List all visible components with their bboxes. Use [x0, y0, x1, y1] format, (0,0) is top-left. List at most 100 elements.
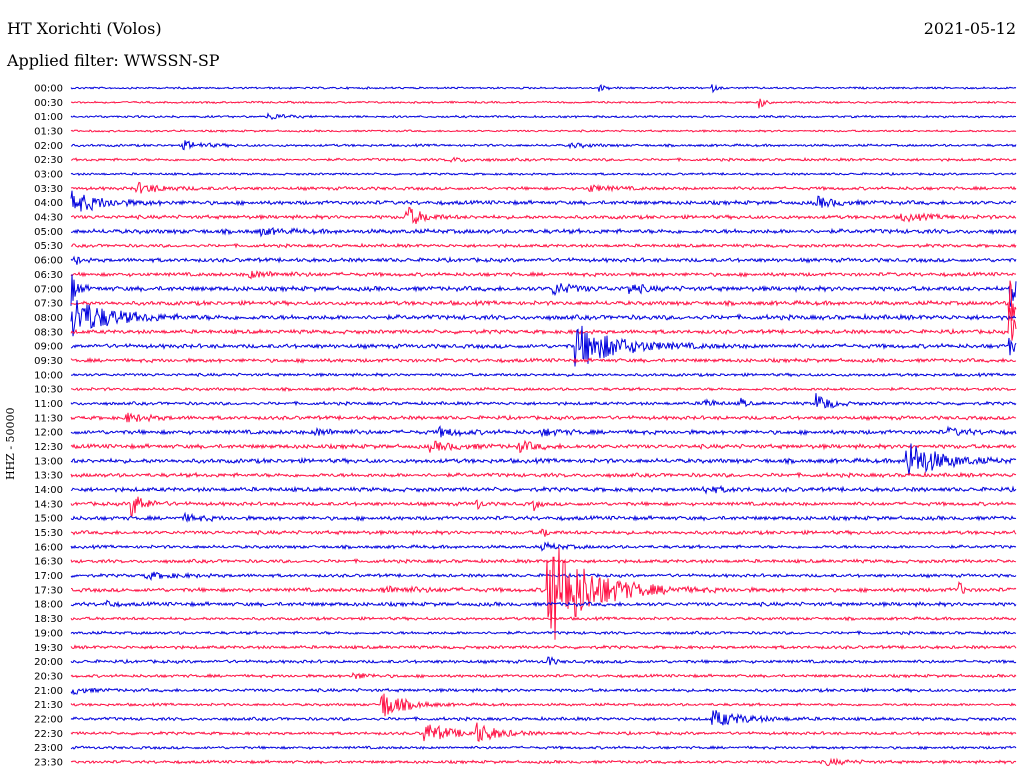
tick-label-1430: 14:30: [34, 499, 63, 510]
tick-label-0600: 06:00: [34, 256, 63, 267]
tick-label-0800: 08:00: [34, 313, 63, 324]
trace-row-2000: [70, 656, 1017, 666]
filter-label: Applied filter: WWSSN-SP: [7, 51, 220, 70]
tick-label-0630: 06:30: [34, 270, 63, 281]
trace-row-1700: [70, 571, 1017, 581]
tick-label-0330: 03:30: [34, 184, 63, 195]
trace-row-1030: [70, 386, 1017, 393]
station-title: HT Xorichti (Volos): [7, 19, 162, 38]
tick-label-1230: 12:30: [34, 442, 63, 453]
tick-label-1800: 18:00: [34, 600, 63, 611]
trace-row-0600: [70, 255, 1017, 265]
trace-row-1830: [70, 615, 1017, 622]
trace-row-0430: [71, 206, 1017, 224]
tick-label-0430: 04:30: [34, 213, 63, 224]
trace-row-1500: [70, 511, 1017, 523]
tick-label-0900: 09:00: [34, 342, 63, 353]
tick-label-0700: 07:00: [34, 284, 63, 295]
trace-row-2100: [70, 687, 1017, 696]
trace-row-1230: [70, 439, 1017, 454]
tick-label-2030: 20:30: [34, 671, 63, 682]
trace-row-1930: [70, 644, 1017, 651]
trace-row-0900: [70, 325, 1017, 367]
tick-label-1330: 13:30: [34, 471, 63, 482]
trace-row-2200: [70, 710, 1017, 726]
trace-row-1800: [70, 599, 1017, 608]
trace-row-1300: [70, 443, 1017, 475]
trace-row-1430: [70, 496, 1017, 517]
tick-label-0400: 04:00: [34, 198, 63, 209]
tick-label-0000: 00:00: [34, 84, 63, 95]
trace-row-0830: [70, 307, 1017, 341]
tick-label-0230: 02:30: [34, 155, 63, 166]
tick-label-2330: 23:30: [34, 757, 63, 768]
tick-label-1130: 11:30: [34, 413, 63, 424]
tick-label-1730: 17:30: [34, 585, 63, 596]
tick-label-0830: 08:30: [34, 327, 63, 338]
trace-row-0400: [70, 190, 1017, 212]
trace-row-2230: [70, 722, 1017, 742]
trace-row-1900: [70, 629, 1017, 636]
trace-row-1630: [70, 557, 1017, 565]
tick-label-1200: 12:00: [34, 428, 63, 439]
tick-label-1830: 18:30: [34, 614, 63, 625]
tick-label-1930: 19:30: [34, 643, 63, 654]
tick-label-1030: 10:30: [34, 385, 63, 396]
trace-row-1530: [70, 528, 1017, 537]
trace-row-0200: [70, 140, 1017, 151]
trace-row-1730: [71, 547, 1017, 640]
trace-row-0330: [70, 181, 1017, 194]
tick-label-0300: 03:00: [34, 170, 63, 181]
trace-row-0630: [70, 270, 1017, 280]
date-label: 2021-05-12: [923, 19, 1016, 38]
trace-row-0030: [70, 98, 1017, 109]
tick-label-0500: 05:00: [34, 227, 63, 238]
trace-row-0700: [70, 274, 1017, 308]
trace-row-1400: [70, 484, 1017, 495]
tick-label-1100: 11:00: [34, 399, 63, 410]
trace-row-2330: [70, 757, 1017, 767]
trace-row-1100: [70, 393, 1017, 409]
tick-label-1400: 14:00: [34, 485, 63, 496]
trace-row-1600: [70, 540, 1017, 552]
trace-row-0300: [70, 171, 1017, 177]
trace-row-0530: [70, 242, 1017, 249]
tick-labels-group: 00:00 00:30 01:00 01:30 02:00 02:30 03:00 03:30…: [34, 84, 63, 769]
tick-label-0730: 07:30: [34, 299, 63, 310]
traces-group: [70, 83, 1017, 767]
tick-label-1900: 19:00: [34, 628, 63, 639]
trace-row-0230: [70, 156, 1017, 163]
trace-row-1200: [70, 425, 1017, 438]
tick-label-0130: 01:30: [34, 127, 63, 138]
trace-row-1130: [70, 412, 1017, 423]
tick-label-1700: 17:00: [34, 571, 63, 582]
tick-label-2100: 21:00: [34, 686, 63, 697]
tick-label-2300: 23:00: [34, 743, 63, 754]
trace-row-0800: [70, 300, 1017, 337]
tick-label-2230: 22:30: [34, 729, 63, 740]
trace-row-1000: [70, 372, 1017, 378]
tick-label-1000: 10:00: [34, 370, 63, 381]
trace-row-1330: [70, 471, 1017, 479]
tick-label-0930: 09:30: [34, 356, 63, 367]
trace-row-0730: [70, 280, 1017, 321]
tick-label-1630: 16:30: [34, 557, 63, 568]
tick-label-1600: 16:00: [34, 542, 63, 553]
trace-row-0930: [70, 356, 1017, 364]
tick-label-0030: 00:30: [34, 98, 63, 109]
trace-row-2300: [70, 745, 1017, 751]
tick-label-1300: 13:00: [34, 456, 63, 467]
tick-label-2130: 21:30: [34, 700, 63, 711]
tick-label-0530: 05:30: [34, 241, 63, 252]
tick-label-2200: 22:00: [34, 714, 63, 725]
tick-label-0100: 01:00: [34, 112, 63, 123]
trace-row-0000: [70, 83, 1017, 94]
trace-row-0130: [70, 129, 1017, 134]
trace-row-2130: [70, 693, 1017, 717]
tick-label-2000: 20:00: [34, 657, 63, 668]
tick-label-1530: 15:30: [34, 528, 63, 539]
trace-row-0100: [70, 112, 1017, 121]
trace-row-2030: [70, 671, 1017, 680]
tick-label-0200: 02:00: [34, 141, 63, 152]
